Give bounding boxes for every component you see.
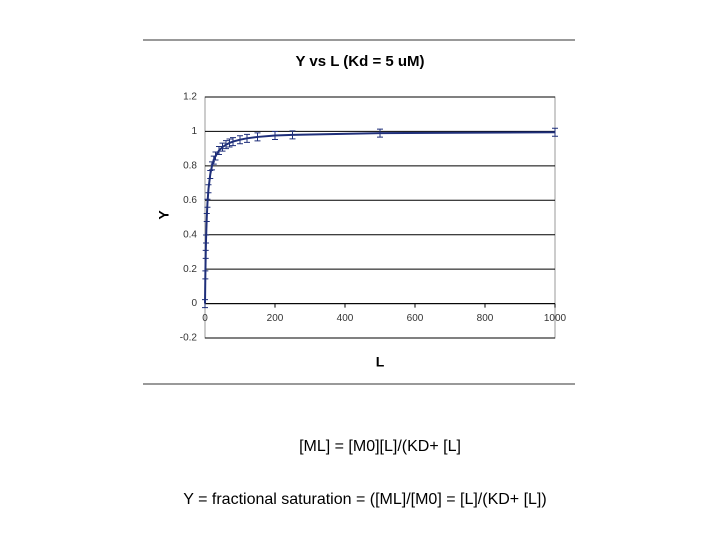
x-tick-label: 0 [202, 313, 208, 324]
data-point [212, 151, 219, 161]
data-point [237, 135, 243, 145]
data-point [205, 184, 212, 194]
y-axis-label: Y [156, 210, 172, 220]
equation: Y = fractional saturation = ([ML]/[M0] =… [183, 491, 546, 508]
y-tick-label: 0 [191, 298, 197, 309]
y-tick-label: 0.2 [183, 264, 197, 275]
data-point [289, 130, 296, 140]
data-point [207, 169, 214, 179]
data-point [552, 127, 558, 137]
equation: [ML] = [M0][L]/(KD+ [L] [299, 438, 461, 455]
data-point [203, 234, 210, 244]
data-point [202, 249, 209, 259]
x-tick-label: 600 [407, 313, 424, 324]
series-line [204, 131, 556, 304]
data-point [254, 132, 261, 142]
data-point [202, 299, 208, 309]
data-point [226, 138, 233, 148]
data-point [202, 270, 209, 280]
y-tick-label: 1.2 [183, 92, 197, 103]
data-point [223, 140, 229, 150]
x-axis-label: L [376, 354, 385, 370]
data-point [219, 142, 226, 152]
data-point [203, 213, 210, 222]
x-tick-label: 800 [477, 313, 494, 324]
y-tick-label: -0.2 [180, 333, 198, 344]
x-tick-label: 200 [267, 313, 284, 324]
data-point [244, 133, 250, 143]
x-tick-label: 400 [337, 313, 354, 324]
data-point [204, 198, 211, 208]
y-tick-label: 1 [191, 126, 197, 137]
data-point [377, 128, 383, 138]
y-tick-label: 0.4 [183, 229, 197, 240]
chart-title: Y vs L (Kd = 5 uM) [295, 53, 424, 70]
data-point [230, 137, 236, 147]
x-tick-label: 1000 [544, 313, 567, 324]
data-point [216, 146, 222, 156]
data-point [272, 131, 278, 141]
y-tick-label: 0.8 [183, 160, 197, 171]
y-tick-label: 0.6 [183, 195, 197, 206]
